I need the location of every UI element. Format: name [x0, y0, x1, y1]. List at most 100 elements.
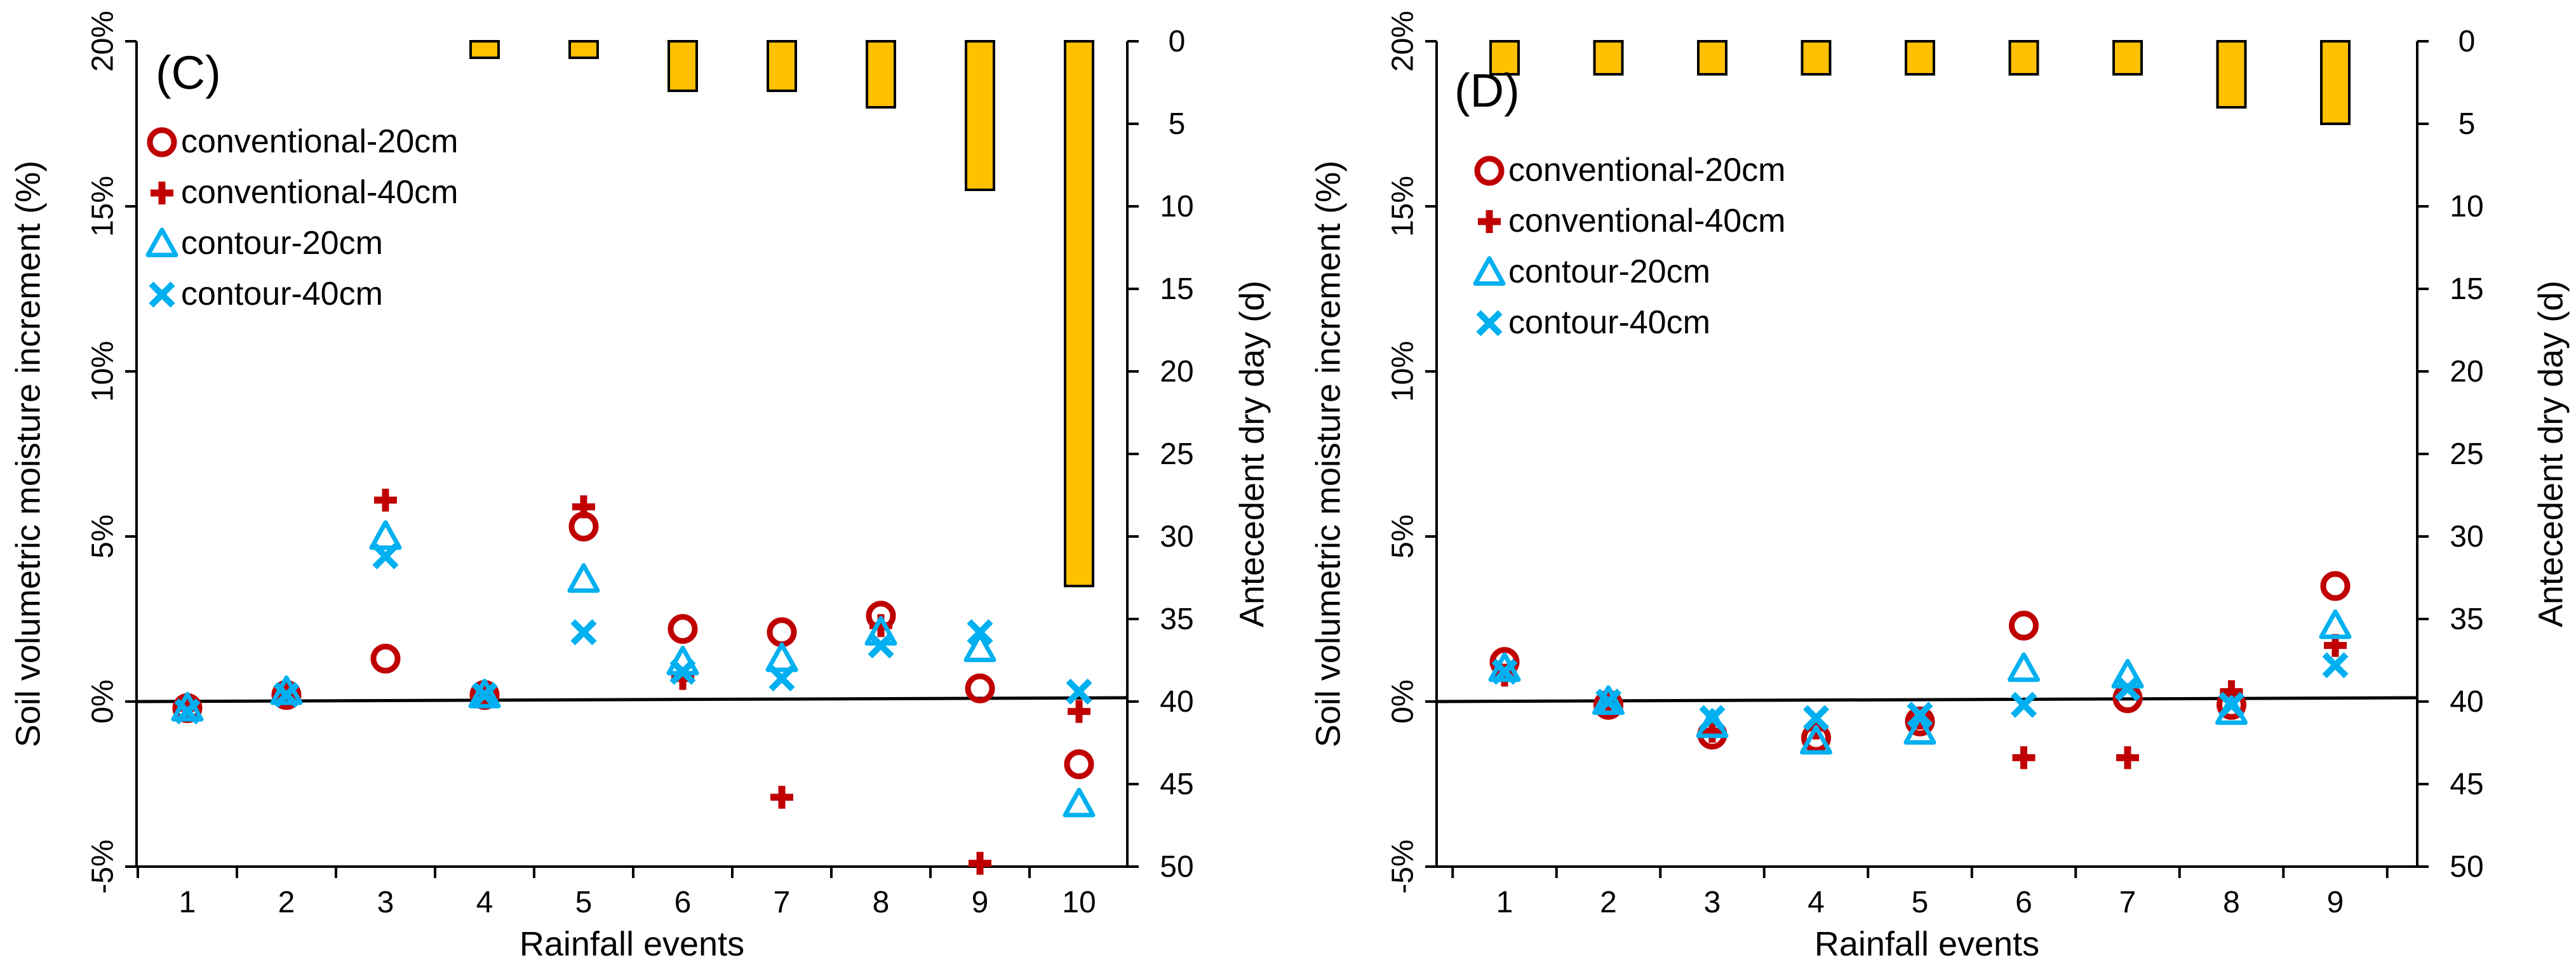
- data-point: [572, 495, 595, 519]
- panel-label: (D): [1454, 64, 1520, 117]
- data-point: [963, 632, 996, 662]
- data-point: [967, 619, 993, 646]
- dry-day-bar: [568, 40, 599, 59]
- legend-entry: contour-40cm: [181, 276, 383, 312]
- x-tick-label: 9: [972, 886, 989, 919]
- data-point: [965, 673, 995, 703]
- x-tick-label: 1: [1496, 886, 1513, 919]
- data-point: [2319, 609, 2352, 639]
- dry-day-bar: [469, 40, 500, 59]
- data-point: [273, 682, 300, 709]
- y2-tick-label: 45: [1160, 768, 1193, 801]
- y2-tick-label: 20: [1160, 355, 1193, 389]
- data-point: [174, 698, 201, 725]
- data-point: [374, 488, 397, 512]
- dry-day-bar: [2008, 40, 2039, 76]
- x-tick-label: 3: [1704, 886, 1721, 919]
- data-point: [2012, 746, 2036, 769]
- legend-marker: [145, 227, 178, 258]
- y2-tick-label: 40: [1160, 685, 1193, 719]
- y2-tick-label: 50: [2450, 850, 2483, 884]
- data-point: [2320, 571, 2351, 601]
- dry-day-bar: [767, 40, 797, 92]
- x-tick-label: 1: [179, 886, 196, 919]
- dry-day-bar: [1801, 40, 1832, 76]
- y2-tick-label: 0: [1169, 25, 1186, 58]
- x-tick-label: 6: [674, 886, 692, 919]
- y2-tick-label: 50: [1160, 850, 1193, 884]
- x-tick-label: 7: [774, 886, 791, 919]
- data-point: [1802, 705, 1830, 731]
- data-point: [669, 658, 696, 685]
- antecedent-dry-day-bars: [1489, 40, 2351, 125]
- panel-label: (C): [156, 46, 221, 99]
- y2-tick-label: 15: [1160, 272, 1193, 306]
- data-point: [1701, 719, 1724, 743]
- data-point: [1063, 787, 1096, 818]
- y2-axis-title: Antecedent dry day (d): [1233, 281, 1271, 627]
- data-point: [2009, 610, 2039, 641]
- x-tick-label: 4: [1808, 886, 1825, 919]
- data-point: [471, 682, 498, 709]
- x-axis-title: Rainfall events: [520, 925, 744, 963]
- legend-marker: [151, 182, 173, 204]
- y2-tick-label: 5: [2459, 107, 2476, 141]
- y2-tick-label: 5: [1169, 107, 1186, 141]
- x-tick-label: 4: [476, 886, 493, 919]
- data-point: [2008, 652, 2040, 683]
- y2-tick-label: 45: [2450, 768, 2483, 801]
- data-point: [768, 665, 795, 692]
- dry-day-bar: [1064, 40, 1094, 587]
- y-axis-title: Soil volumetric moisture increment (%): [1309, 161, 1347, 747]
- series-conventional-20cm: [172, 511, 1094, 780]
- series-contour-40cm: [1491, 652, 2349, 731]
- dry-day-bar: [866, 40, 896, 109]
- y2-axis-title: Antecedent dry day (d): [2532, 281, 2570, 627]
- legend-marker: [1473, 256, 1506, 286]
- dry-day-bar: [2112, 40, 2143, 76]
- dry-day-bar: [965, 40, 995, 191]
- x-tick-label: 2: [1600, 886, 1617, 919]
- data-point: [2218, 691, 2245, 718]
- dry-day-bar: [2320, 40, 2351, 125]
- data-point: [667, 614, 698, 644]
- y2-tick-label: 10: [1160, 190, 1193, 223]
- legend-entry: contour-20cm: [1508, 253, 1710, 290]
- data-point: [567, 563, 600, 593]
- legend: conventional-20cm conventional-40cm contou…: [1473, 152, 1785, 341]
- series-contour-40cm: [174, 543, 1092, 725]
- legend-marker: [149, 281, 175, 308]
- y2-tick-label: 40: [2450, 685, 2483, 719]
- data-point: [1907, 702, 1933, 728]
- legend-entry: contour-20cm: [181, 225, 383, 262]
- data-point: [1699, 705, 1726, 731]
- legend-marker: [1474, 156, 1505, 186]
- legend-entry: contour-40cm: [1508, 304, 1710, 341]
- y-tick-label: -5%: [1386, 839, 1420, 893]
- data-point: [1068, 700, 1090, 723]
- y-tick-label: 5%: [1386, 514, 1420, 558]
- series-contour-20cm: [171, 520, 1096, 818]
- data-point: [372, 543, 399, 569]
- y2-tick-label: 35: [1160, 603, 1193, 636]
- data-point: [767, 617, 797, 648]
- y-tick-label: 10%: [86, 341, 120, 402]
- legend-entry: conventional-40cm: [1508, 203, 1785, 239]
- data-point: [2010, 691, 2037, 718]
- data-point: [570, 619, 597, 646]
- legend-marker: [147, 127, 177, 157]
- y-tick-label: 10%: [1386, 341, 1420, 402]
- dry-day-bar: [1697, 40, 1727, 76]
- data-point: [2114, 675, 2141, 702]
- zero-line: [1436, 696, 2418, 703]
- legend: conventional-20cm conventional-40cm contou…: [145, 123, 458, 312]
- y2-tick-label: 15: [2450, 272, 2483, 306]
- data-point: [770, 785, 793, 809]
- data-point: [369, 520, 402, 550]
- data-point: [1800, 724, 1832, 755]
- y-tick-label: 20%: [1386, 11, 1420, 72]
- series-conventional-40cm: [176, 488, 1090, 875]
